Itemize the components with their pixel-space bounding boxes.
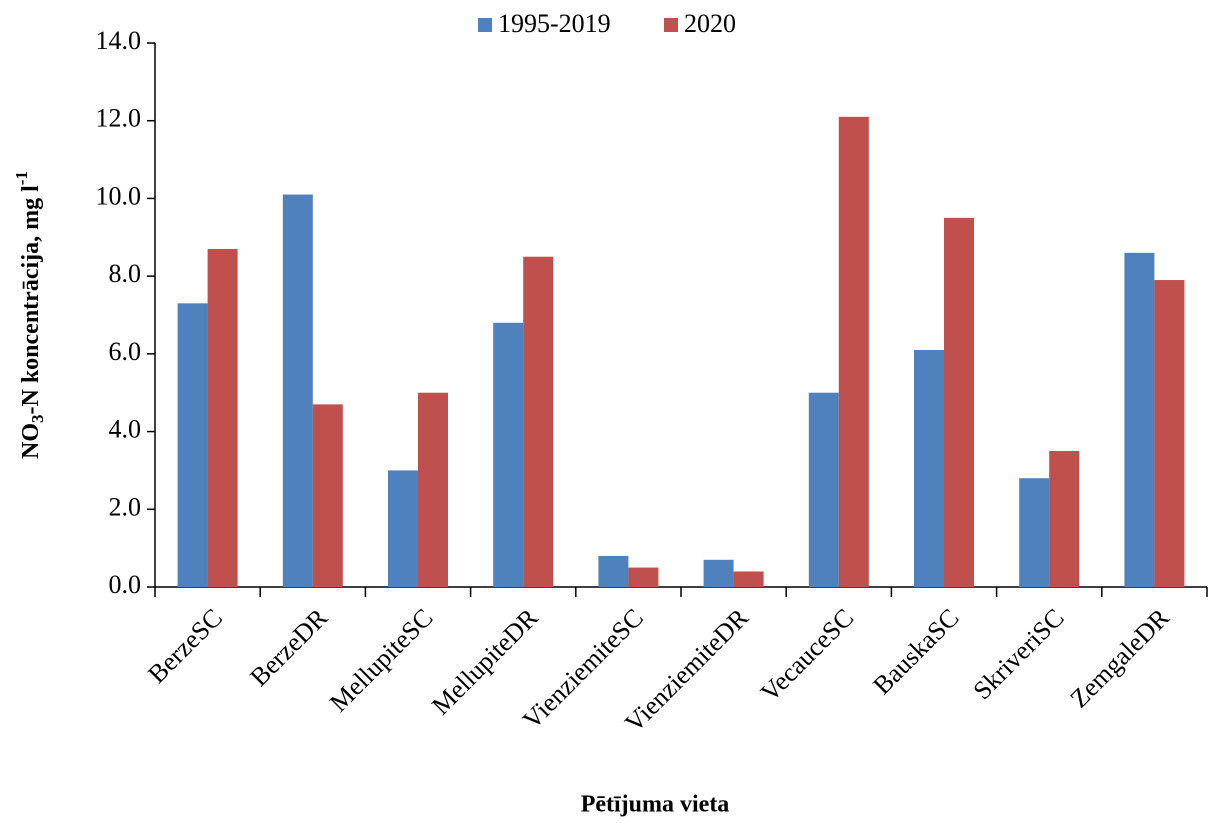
bar [703,559,734,587]
bar [312,404,343,587]
y-tick-label: 4.0 [109,415,142,444]
y-axis-title-part: -N koncentrācija, mg l [18,185,44,415]
bar [944,217,974,587]
y-axis-title-part: NO [18,423,44,459]
x-tick-label: BerzeSC [142,603,228,689]
bar [523,256,554,587]
bar [1049,451,1080,587]
y-axis-title-sub: 3 [28,414,47,423]
bar [493,322,524,587]
bar [838,116,869,587]
y-tick-label: 0.0 [109,570,142,599]
x-tick-label: SkriveriSC [967,603,1069,705]
bar [808,392,839,587]
bar [914,349,944,587]
x-tick-label: ZemgaleDR [1064,602,1175,713]
bar [628,567,659,587]
bar [598,555,629,587]
bar [207,248,238,587]
bar [418,392,448,587]
legend-swatch [478,18,492,32]
y-tick-label: 8.0 [109,259,142,288]
x-tick-label: MellupiteDR [426,602,544,720]
legend-label: 2020 [684,9,736,38]
bar [1154,280,1185,587]
y-tick-label: 12.0 [96,104,142,133]
legend-label: 1995-2019 [498,9,611,38]
x-axis-title: Pētījuma vieta [581,792,730,818]
bar [733,571,764,587]
x-tick-label: VecauceSC [755,603,859,707]
x-tick-label: BerzeDR [244,602,333,691]
y-tick-label: 2.0 [109,492,142,521]
legend-swatch [664,18,678,32]
y-axis-title-sup: -1 [12,171,31,185]
bar [177,303,208,587]
y-axis-title: NO3-N koncentrācija, mg l-1 [12,171,47,459]
x-tick-label: BauskaSC [867,603,964,700]
bar [282,194,313,588]
bar [1019,478,1050,587]
y-tick-label: 14.0 [96,26,142,55]
y-tick-label: 6.0 [109,337,142,366]
bar [1124,252,1155,588]
x-tick-label: MellupiteSC [324,603,438,717]
bar [388,470,418,587]
y-tick-label: 10.0 [96,181,142,210]
